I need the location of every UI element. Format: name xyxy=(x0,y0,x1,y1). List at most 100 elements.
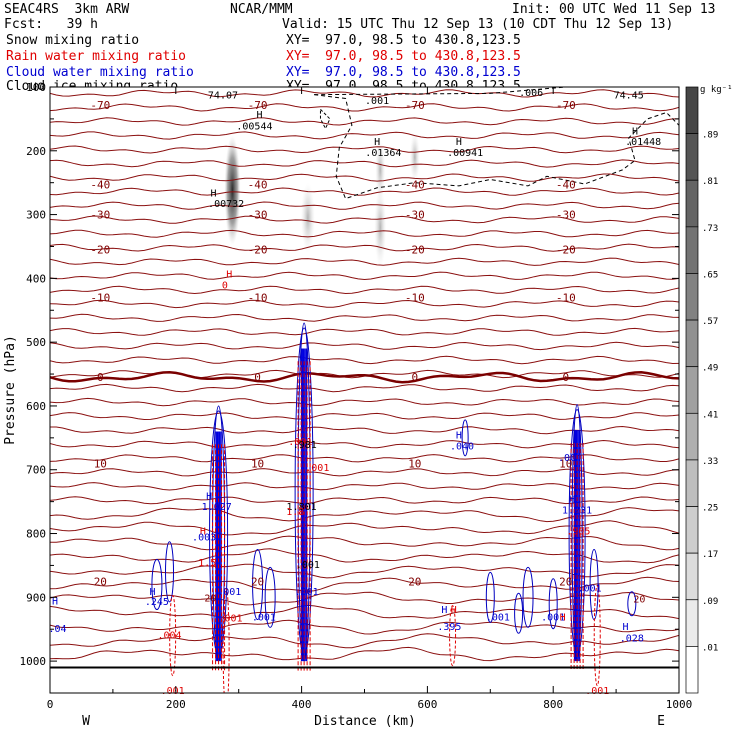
valid-time: Valid: 15 UTC Thu 12 Sep 13 (10 CDT Thu … xyxy=(282,17,674,32)
contour-annotation: H xyxy=(560,612,566,623)
contour-annotation: 1.231 xyxy=(562,505,592,516)
field-snow-xy: XY= 97.0, 98.5 to 430.8,123.5 xyxy=(286,33,521,48)
temperature-contour-label: 10 xyxy=(408,457,421,470)
freezing-level-contour xyxy=(50,371,679,384)
temperature-contour-label: -70 xyxy=(248,99,268,112)
org-label: NCAR/MMM xyxy=(230,2,293,17)
temperature-contour-label: -70 xyxy=(405,99,425,112)
snow-shading xyxy=(224,135,241,246)
field-rain-name: Rain water mixing ratio xyxy=(6,49,187,64)
temperature-contour-label: -30 xyxy=(90,209,110,222)
snow-shading xyxy=(375,139,386,200)
colorbar-swatch xyxy=(685,459,699,507)
temperature-contour-label: 0 xyxy=(254,371,261,384)
contour-annotation: H xyxy=(206,491,212,502)
cloudwater-contour xyxy=(264,566,276,628)
temperature-contour-label: 0 xyxy=(97,371,104,384)
temperature-contour xyxy=(50,215,679,224)
temperature-contour xyxy=(50,257,679,266)
temperature-contour xyxy=(50,159,679,168)
field-snow-name: Snow mixing ratio xyxy=(6,33,140,48)
y-tick-label: 200 xyxy=(26,145,46,158)
contour-annotation: .04 xyxy=(49,624,67,635)
forecast-hour: Fcst: 39 h xyxy=(4,17,98,32)
colorbar-label: .57 xyxy=(702,317,718,327)
temperature-contour xyxy=(50,117,679,126)
temperature-contour xyxy=(50,383,679,393)
y-tick-label: 1000 xyxy=(20,655,47,668)
colorbar-swatch xyxy=(685,319,699,368)
temperature-contour-label: 0 xyxy=(562,371,569,384)
tower-central-cloudwater-outline xyxy=(297,322,311,662)
rain-contour xyxy=(222,587,230,693)
temperature-contour-label: 10 xyxy=(559,457,572,470)
rain-contour xyxy=(449,605,457,667)
temperature-contour-label: -30 xyxy=(405,209,425,222)
colorbar-swatch xyxy=(685,179,699,228)
colorbar-swatch xyxy=(685,86,699,134)
contour-annotation: .001 xyxy=(161,686,185,697)
contour-annotation: .001 xyxy=(486,612,510,623)
colorbar-label: .73 xyxy=(702,224,718,234)
contour-annotation: 74.07 xyxy=(208,91,238,102)
colorbar-swatch xyxy=(685,646,699,694)
snow-shading xyxy=(409,132,420,183)
contour-annotation: H xyxy=(632,126,638,137)
temperature-contour-label: -70 xyxy=(556,99,576,112)
contour-annotation: .001 xyxy=(288,437,312,448)
rain-contour xyxy=(169,595,177,677)
cloudwater-contour xyxy=(514,592,524,634)
contour-annotation: .001 xyxy=(252,612,276,623)
temperature-contour-label: -70 xyxy=(90,99,110,112)
contour-annotation: .028 xyxy=(620,634,644,645)
x-tick-label: 600 xyxy=(417,698,437,711)
east-label: E xyxy=(657,714,665,729)
cloudwater-contour xyxy=(522,566,534,628)
west-label: W xyxy=(82,714,90,729)
y-tick-label: 500 xyxy=(26,336,46,349)
contour-annotation: H xyxy=(256,110,262,121)
temperature-contour-label: -40 xyxy=(405,179,425,192)
temperature-contour xyxy=(50,187,679,196)
contour-annotation: .001 xyxy=(217,587,241,598)
contour-annotation: .01364 xyxy=(365,148,401,159)
temperature-contour-label: -30 xyxy=(556,209,576,222)
model-title: SEAC4RS 3km ARW xyxy=(4,2,130,17)
contour-annotation: H xyxy=(374,137,380,148)
temperature-contour xyxy=(50,341,679,351)
colorbar-label: .41 xyxy=(702,410,718,420)
contour-annotation: H xyxy=(623,622,629,633)
contour-annotation: H xyxy=(200,526,206,537)
colorbar-label: .81 xyxy=(702,177,718,187)
contour-annotation: .040 xyxy=(450,441,474,452)
cloud-ice-contour xyxy=(314,87,566,96)
temperature-contour xyxy=(50,89,679,98)
temperature-contour-label: 20 xyxy=(94,575,107,588)
colorbar-label: .17 xyxy=(702,550,718,560)
contour-annotation: .395 xyxy=(437,622,461,633)
y-tick-label: 300 xyxy=(26,209,46,222)
contour-annotation: .001 xyxy=(296,560,320,571)
cloud-ice-contour xyxy=(319,108,331,130)
colorbar-swatch xyxy=(685,133,699,181)
temperature-contour xyxy=(50,243,679,252)
temperature-contour-label: -10 xyxy=(248,292,268,305)
cloudwater-contour xyxy=(151,559,163,611)
temperature-contour xyxy=(50,285,679,295)
x-tick-label: 400 xyxy=(292,698,312,711)
temperature-contour xyxy=(50,103,679,112)
colorbar-label: .33 xyxy=(702,457,718,467)
colorbar-label: .01 xyxy=(702,643,718,653)
contour-annotation: H xyxy=(211,188,217,199)
contour-annotation: .001 xyxy=(541,612,565,623)
temperature-contour xyxy=(50,201,679,210)
contour-annotation: H xyxy=(456,137,462,148)
rain-contour xyxy=(593,585,601,687)
colorbar-label: .89 xyxy=(702,131,718,141)
contour-annotation: 0 xyxy=(222,281,228,292)
contour-annotation: .00732 xyxy=(208,199,244,210)
contour-annotation: .01448 xyxy=(625,137,661,148)
contour-annotation: H xyxy=(569,494,575,505)
cloudwater-contour xyxy=(461,419,469,457)
contour-annotation: .00544 xyxy=(236,121,272,132)
